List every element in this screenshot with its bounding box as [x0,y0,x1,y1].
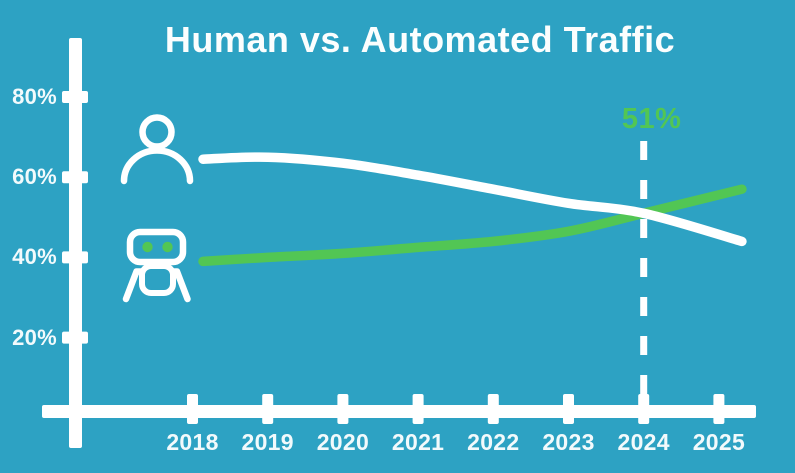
x-axis-label: 2018 [166,429,219,455]
robot-body [139,263,176,296]
robot-icon [122,228,191,303]
chart-title: Human vs. Automated Traffic [164,19,676,60]
y-tick [62,171,88,184]
x-tick [412,394,424,424]
y-axis-label: 60% [12,164,57,190]
x-axis [42,394,756,424]
automated-traffic-line [198,184,747,267]
x-tick [262,394,274,424]
person-shoulders [120,147,194,185]
person-head [139,114,175,150]
x-axis-label: 2023 [542,429,595,455]
x-axis-ticks [187,394,725,424]
x-axis-label: 2019 [241,429,294,455]
y-axis-label: 40% [12,244,57,270]
y-tick [62,251,88,264]
y-axis-bar [69,38,82,448]
y-axis [62,38,88,448]
x-axis-label: 2024 [617,429,670,455]
x-axis-label: 2021 [391,429,445,455]
crossover-value-label: 51% [621,103,682,135]
x-tick [638,394,650,424]
x-axis-label: 2022 [467,429,520,455]
x-tick [187,394,198,424]
x-axis-label: 2025 [692,429,746,455]
x-axis-label: 2020 [316,429,370,455]
x-tick [713,394,725,424]
robot-head [126,228,187,266]
y-axis-ticks [62,91,88,344]
y-axis-label: 20% [12,324,57,350]
x-tick [563,394,574,424]
y-tick [62,331,88,344]
y-tick [62,91,88,103]
x-tick [337,394,349,424]
human-traffic-line [198,152,747,247]
x-axis-bar [42,405,756,418]
person-icon [120,114,194,185]
y-axis-label: 80% [12,84,57,109]
robot-eye-right [162,241,173,253]
x-tick [487,394,499,424]
robot-eye-left [142,241,153,253]
